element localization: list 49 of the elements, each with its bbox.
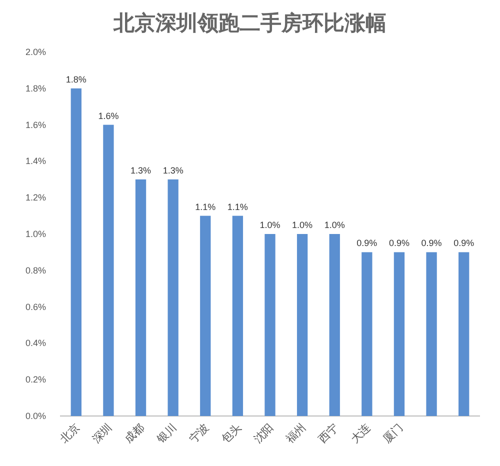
bar (168, 179, 178, 416)
y-tick-label: 0.0% (25, 411, 46, 421)
bar (264, 234, 276, 416)
data-label: 1.0% (292, 220, 313, 230)
bar (70, 88, 82, 416)
data-label: 1.8% (66, 74, 86, 84)
bar (296, 234, 308, 416)
x-tick-label: 大连 (348, 420, 374, 446)
data-label: 1.1% (195, 202, 216, 212)
y-tick-label: 0.6% (25, 302, 46, 312)
bar (200, 216, 211, 416)
data-label: 0.9% (356, 238, 378, 248)
bar (232, 216, 244, 416)
x-tick-label: 厦门 (380, 420, 406, 446)
chart-title: 北京深圳领跑二手房环比涨幅 (112, 11, 386, 35)
data-label: 0.9% (421, 238, 442, 248)
y-tick-label: 1.0% (25, 229, 46, 239)
bar (394, 252, 405, 416)
y-tick-label: 1.4% (25, 156, 46, 166)
y-tick-label: 1.2% (25, 192, 46, 203)
x-tick-label: 深圳 (90, 420, 115, 446)
bar (426, 252, 437, 416)
data-label: 1.3% (162, 165, 184, 176)
x-tick-label: 包头 (219, 420, 244, 446)
bar (362, 252, 372, 416)
y-tick-label: 1.6% (25, 120, 46, 130)
x-tick-label: 西宁 (316, 420, 341, 446)
bar (135, 179, 146, 416)
y-tick-label: 0.8% (25, 265, 46, 276)
data-label: 1.0% (260, 220, 280, 230)
x-tick-label: 成都 (122, 420, 147, 446)
bar (103, 124, 114, 416)
x-tick-label: 北京 (58, 420, 82, 446)
x-tick-label: 福州 (284, 420, 308, 446)
x-tick-label: 银川 (154, 420, 180, 446)
data-label: 0.9% (388, 238, 410, 248)
y-tick-label: 1.8% (25, 83, 46, 94)
data-label: 0.9% (454, 238, 474, 248)
y-tick-label: 2.0% (25, 47, 46, 57)
data-label: 1.3% (130, 165, 152, 176)
x-tick-label: 宁波 (186, 420, 212, 446)
y-tick-label: 0.4% (25, 338, 46, 348)
data-label: 1.6% (98, 110, 119, 121)
data-label: 1.1% (227, 202, 248, 212)
y-tick-label: 0.2% (25, 374, 46, 385)
x-tick-label: 沈阳 (251, 420, 276, 446)
bar (458, 252, 470, 416)
bar (329, 234, 340, 416)
data-label: 1.0% (324, 220, 345, 230)
